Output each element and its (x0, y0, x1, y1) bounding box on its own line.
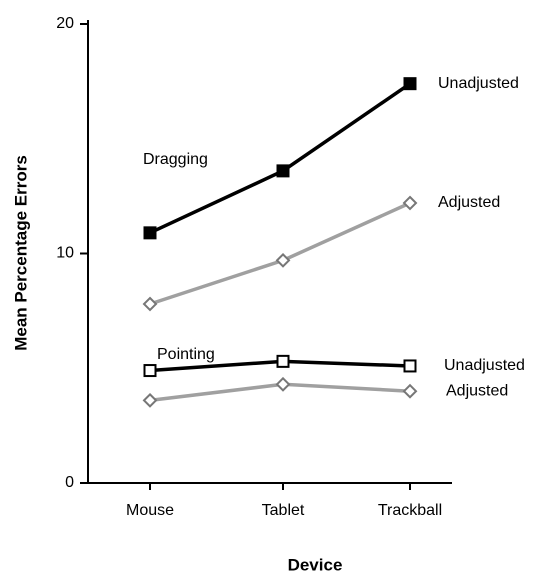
marker (276, 164, 290, 178)
y-tick-label: 10 (56, 245, 74, 262)
marker (402, 195, 418, 211)
marker (143, 364, 157, 378)
annotation: Dragging (143, 151, 208, 168)
annotation: Pointing (157, 346, 215, 363)
series-label: Unadjusted (444, 357, 525, 374)
y-tick-label: 0 (65, 474, 74, 491)
marker (403, 77, 417, 91)
x-tick-label: Mouse (126, 502, 174, 519)
marker (276, 354, 290, 368)
marker (275, 252, 291, 268)
series-line (149, 201, 411, 306)
x-axis-title: Device (288, 555, 343, 574)
y-tick-label: 20 (56, 15, 74, 32)
y-axis-title: Mean Percentage Errors (11, 155, 30, 351)
marker (142, 296, 158, 312)
series-label: Unadjusted (438, 75, 519, 92)
series-label: Adjusted (446, 382, 508, 399)
marker (275, 376, 291, 392)
marker (143, 226, 157, 240)
marker (142, 392, 158, 408)
marker (402, 383, 418, 399)
x-tick-label: Trackball (378, 502, 442, 519)
series-label: Adjusted (438, 194, 500, 211)
x-tick-label: Tablet (262, 502, 305, 519)
marker (403, 359, 417, 373)
